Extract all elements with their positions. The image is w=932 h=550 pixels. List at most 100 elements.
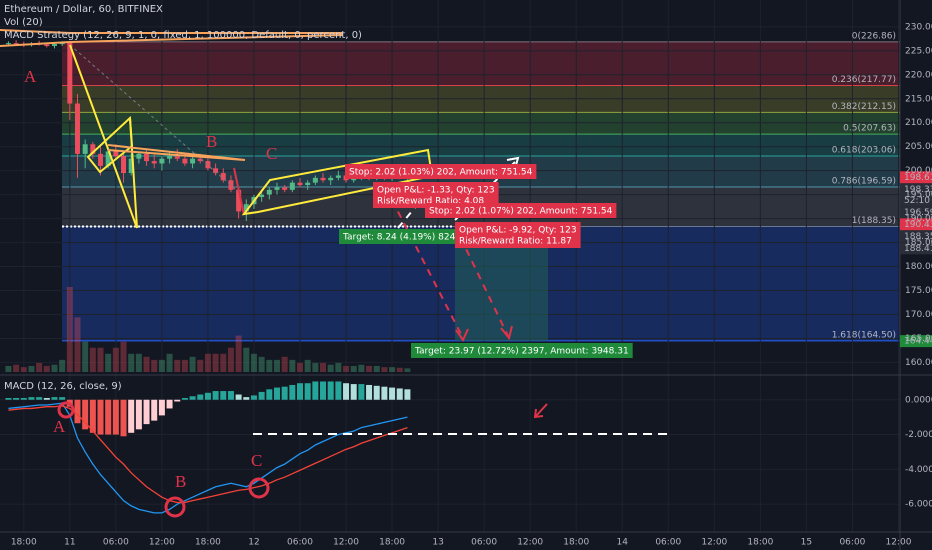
volume-bar bbox=[43, 365, 50, 372]
fib-label: 0.236(217.77) bbox=[832, 75, 896, 85]
histogram-bar bbox=[396, 388, 403, 400]
y-tick-label: 160.00 bbox=[905, 358, 932, 368]
volume-bar bbox=[82, 341, 89, 372]
candle-body bbox=[190, 158, 196, 164]
wave-label: C bbox=[266, 144, 277, 163]
histogram-bar bbox=[381, 386, 388, 400]
histogram-bar bbox=[5, 398, 12, 400]
volume-bar bbox=[273, 359, 280, 372]
y-tick-label: 230.00 bbox=[905, 22, 932, 32]
trade-text: Stop: 2.02 (1.03%) 202, Amount: 751.54 bbox=[349, 168, 533, 178]
volume-bar bbox=[343, 365, 350, 372]
histogram-bar bbox=[174, 399, 181, 402]
trade-box bbox=[411, 343, 633, 358]
trade-text: Open P&L: -9.92, Qty: 123 bbox=[459, 226, 577, 236]
volume-bar bbox=[189, 356, 196, 372]
histogram-bar bbox=[212, 391, 219, 400]
fib-label: 1.618(164.50) bbox=[832, 330, 896, 340]
candle-body bbox=[90, 144, 96, 154]
candle-body bbox=[274, 187, 280, 190]
macd-line bbox=[8, 402, 408, 514]
volume-bar bbox=[281, 356, 288, 372]
flag-pole bbox=[69, 44, 138, 229]
histogram-bar bbox=[59, 397, 66, 400]
trade-text: Stop: 2.02 (1.07%) 202, Amount: 751.54 bbox=[429, 207, 613, 217]
x-tick-label: 12:00 bbox=[701, 538, 727, 548]
x-tick-label: 18:00 bbox=[563, 538, 589, 548]
histogram-bar bbox=[389, 387, 396, 400]
price-label-box bbox=[900, 171, 932, 184]
trade-labels: Stop: 2.02 (1.03%) 202, Amount: 751.54 Op… bbox=[339, 164, 633, 358]
x-tick-label: 11 bbox=[64, 538, 75, 548]
volume-bar bbox=[289, 359, 296, 372]
candle-body bbox=[144, 153, 150, 162]
candle-body bbox=[98, 153, 104, 166]
arrowhead bbox=[500, 325, 513, 341]
trade-text: Target: 23.97 (12.72%) 2397, Amount: 394… bbox=[414, 347, 629, 357]
x-tick-label: 06:00 bbox=[839, 538, 865, 548]
volume-bar bbox=[297, 362, 303, 372]
fib-label: 0.5(207.63) bbox=[843, 124, 896, 134]
candle-body bbox=[136, 153, 142, 159]
volume-bar bbox=[366, 365, 373, 372]
highlight-circle bbox=[248, 477, 270, 499]
candle-body bbox=[128, 158, 134, 174]
histogram-bar bbox=[297, 383, 303, 400]
arrowhead bbox=[455, 328, 469, 343]
price-label-box bbox=[900, 335, 932, 348]
candle-body bbox=[289, 182, 295, 190]
histogram-bar bbox=[20, 398, 27, 400]
candle-body bbox=[213, 168, 219, 174]
candle-body bbox=[259, 194, 265, 198]
price-label: 196.59 bbox=[904, 208, 932, 218]
candle-body bbox=[297, 182, 303, 186]
candle-body bbox=[51, 44, 57, 47]
volume-bar bbox=[204, 353, 211, 372]
y-tick-label: -4.0000 bbox=[905, 465, 932, 475]
histogram-bar bbox=[335, 381, 342, 400]
y-tick-label: 0.0000 bbox=[905, 395, 932, 405]
wedge-drawing bbox=[107, 144, 246, 161]
histogram-bar bbox=[312, 381, 319, 400]
triangle-drawing bbox=[0, 29, 343, 34]
strategy-label: MACD Strategy (12, 26, 9, 1, 0, fixed, 1… bbox=[4, 30, 362, 41]
macd-arrow bbox=[535, 403, 548, 417]
price-label: 188.41 bbox=[904, 244, 932, 254]
volume-bar bbox=[404, 368, 411, 372]
volume-bar bbox=[396, 367, 403, 372]
volume-bar bbox=[74, 317, 81, 372]
histogram-bar bbox=[158, 399, 165, 416]
x-tick-label: 06:00 bbox=[471, 538, 497, 548]
y-tick-label: 165.00 bbox=[905, 334, 932, 344]
x-tick-label: 06:00 bbox=[287, 538, 313, 548]
highlight-circle bbox=[57, 401, 75, 419]
triangle-drawing bbox=[0, 34, 344, 47]
highlight-circle bbox=[164, 496, 186, 518]
histogram-bar bbox=[327, 381, 334, 400]
candle-body bbox=[105, 151, 111, 166]
y-tick-label: 225.00 bbox=[905, 46, 932, 56]
price-label-box bbox=[900, 230, 932, 243]
histogram-bar bbox=[404, 389, 411, 400]
histogram-bar bbox=[43, 398, 50, 400]
macd-line bbox=[8, 405, 408, 504]
candle-body bbox=[13, 43, 19, 45]
volume-bar bbox=[304, 359, 311, 372]
histogram-bar bbox=[227, 391, 234, 400]
candle-body bbox=[74, 103, 80, 154]
histogram-bar bbox=[281, 386, 288, 400]
trade-text: Open P&L: -1.33, Qty: 123 bbox=[377, 186, 495, 196]
wave-label: C bbox=[251, 451, 262, 470]
histogram-bar bbox=[343, 383, 350, 400]
histogram-bar bbox=[51, 397, 58, 400]
fib-label: 0(226.86) bbox=[852, 31, 896, 41]
histogram-bar bbox=[358, 384, 365, 400]
y-tick-label: 190.00 bbox=[905, 214, 932, 224]
volume-bar bbox=[350, 365, 357, 372]
price-label-box bbox=[900, 183, 932, 207]
price-label-box bbox=[900, 242, 932, 255]
trade-text: Risk/Reward Ratio: 4.08 bbox=[377, 197, 484, 207]
volume-bar bbox=[389, 367, 396, 372]
volume-bar bbox=[13, 364, 20, 372]
candle-body bbox=[266, 189, 272, 195]
